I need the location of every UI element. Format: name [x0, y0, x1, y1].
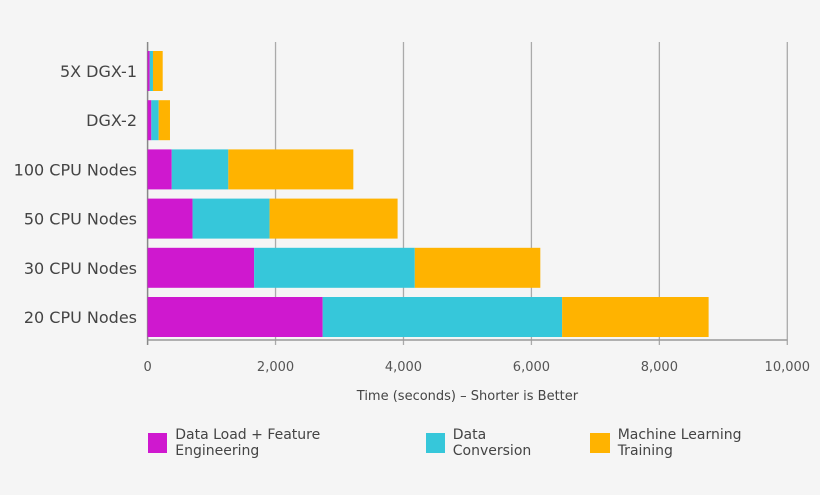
category-label: 50 CPU Nodes	[24, 210, 137, 229]
legend-label: Data Load + Feature Engineering	[175, 427, 321, 459]
legend-item-ml-training: Machine Learning Training	[590, 427, 794, 459]
legend-item-data-load: Data Load + Feature Engineering	[148, 427, 400, 459]
legend: Data Load + Feature Engineering Data Con…	[148, 427, 820, 459]
x-tick-label: 8,000	[641, 360, 678, 375]
bar-segment	[147, 198, 193, 239]
bar-segment	[151, 100, 159, 141]
bar-segment	[147, 297, 323, 337]
legend-label: Data Conversion	[452, 427, 532, 459]
bar-segment	[562, 297, 709, 337]
bar-segment	[147, 100, 152, 141]
category-label: DGX-2	[86, 111, 137, 130]
legend-swatch	[425, 433, 445, 453]
x-tick-label: 0	[143, 360, 151, 375]
category-label: 20 CPU Nodes	[24, 308, 137, 327]
bar-segment	[147, 51, 150, 91]
legend-swatch	[148, 433, 168, 453]
bar-segment	[228, 149, 354, 190]
x-tick-label: 10,000	[765, 360, 811, 375]
bar-segment	[254, 247, 415, 288]
category-label: 5X DGX-1	[60, 62, 137, 81]
legend-label: Machine Learning Training	[617, 427, 742, 459]
bar-segment	[152, 51, 163, 91]
bar-segment	[149, 51, 153, 91]
x-tick-label: 2,000	[257, 360, 294, 375]
legend-swatch	[590, 433, 610, 453]
bar-segment	[322, 297, 563, 337]
bar-segment	[147, 247, 255, 288]
x-axis-label: Time (seconds) – Shorter is Better	[356, 389, 579, 404]
x-tick-label: 6,000	[513, 360, 550, 375]
bar-segment	[158, 100, 170, 141]
bar-segment	[414, 247, 541, 288]
legend-item-data-conversion: Data Conversion	[425, 427, 565, 459]
bar-segment	[147, 149, 172, 190]
bar-segment	[171, 149, 229, 190]
category-label: 100 CPU Nodes	[14, 160, 137, 179]
bar-segment	[269, 198, 398, 239]
x-tick-label: 4,000	[385, 360, 422, 375]
bar-segment	[192, 198, 270, 239]
category-label: 30 CPU Nodes	[24, 259, 137, 278]
